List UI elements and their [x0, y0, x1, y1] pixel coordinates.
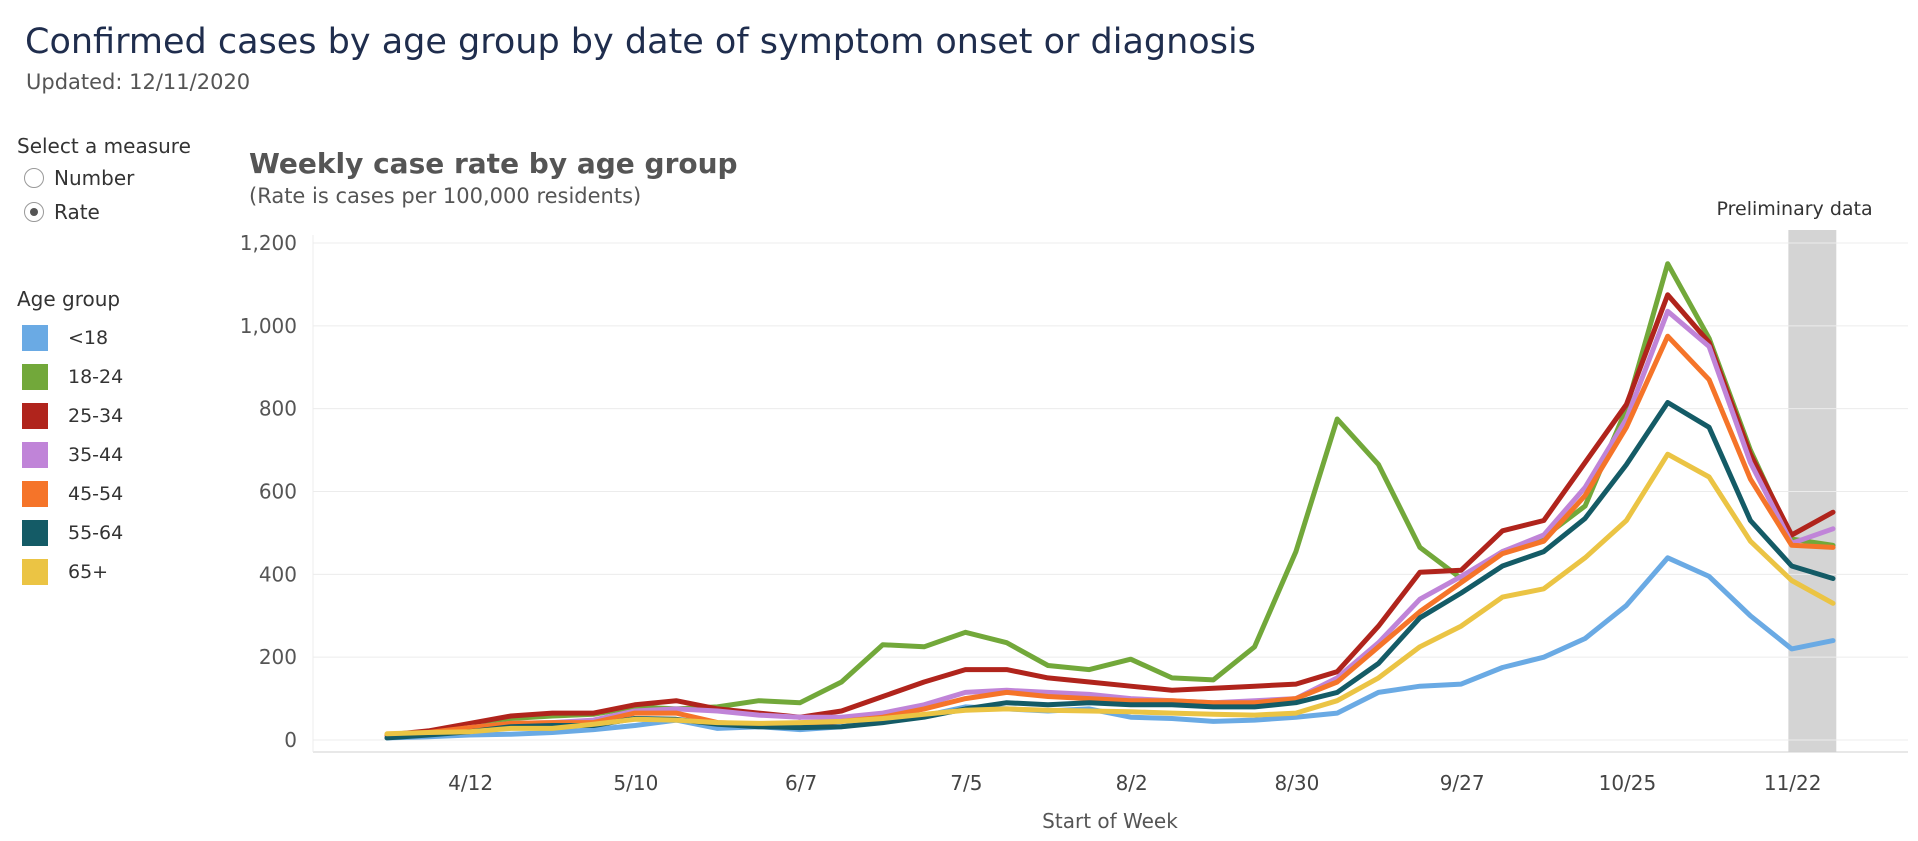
x-tick-label: 9/27 — [1440, 771, 1485, 795]
legend-swatch — [22, 480, 48, 507]
page-title: Confirmed cases by age group by date of … — [25, 22, 1256, 62]
x-axis-title: Start of Week — [1042, 809, 1178, 833]
y-tick-label: 200 — [259, 645, 297, 669]
updated-date: Updated: 12/11/2020 — [26, 70, 251, 94]
legend-swatch — [22, 441, 48, 468]
series-line-45-54 — [384, 333, 1836, 738]
measure-option-number-label: Number — [54, 166, 135, 190]
legend-item[interactable]: 65+ — [22, 552, 123, 591]
x-tick-label: 8/2 — [1116, 771, 1148, 795]
legend-item[interactable]: <18 — [22, 318, 123, 357]
legend-swatch — [22, 402, 48, 429]
preliminary-label: Preliminary data — [1717, 198, 1873, 220]
x-tick-label: 10/25 — [1599, 771, 1657, 795]
legend-swatch — [22, 324, 48, 351]
age-group-legend-title: Age group — [17, 287, 121, 311]
legend-label: 45-54 — [68, 482, 124, 505]
legend-label: 35-44 — [68, 443, 124, 466]
legend-label: 55-64 — [68, 521, 124, 544]
legend-item[interactable]: 35-44 — [22, 435, 123, 474]
measure-selector-label: Select a measure — [17, 134, 191, 158]
legend-swatch — [22, 519, 48, 546]
series-line-25-34 — [384, 292, 1836, 738]
x-tick-label: 6/7 — [785, 771, 817, 795]
y-tick-label: 400 — [259, 562, 297, 586]
legend-swatch — [22, 363, 48, 390]
chart-title: Weekly case rate by age group — [249, 147, 738, 180]
legend-item[interactable]: 25-34 — [22, 396, 123, 435]
x-tick-label: 4/12 — [448, 771, 493, 795]
measure-option-number[interactable]: Number — [24, 166, 134, 190]
x-tick-label: 8/30 — [1274, 771, 1319, 795]
legend-swatch — [22, 558, 48, 585]
y-tick-label: 600 — [259, 480, 297, 504]
series-line-55-64 — [384, 400, 1836, 741]
measure-option-rate[interactable]: Rate — [24, 200, 100, 224]
age-group-legend: <18 18-24 25-34 35-44 45-54 55-64 65+ — [22, 318, 123, 591]
series-line-18-24 — [384, 261, 1836, 739]
x-tick-label: 7/5 — [950, 771, 982, 795]
radio-number[interactable] — [24, 168, 44, 188]
legend-label: 25-34 — [68, 404, 124, 427]
y-tick-label: 800 — [259, 397, 297, 421]
series-line-35-44 — [384, 308, 1836, 740]
legend-label: <18 — [68, 326, 109, 349]
y-tick-label: 0 — [284, 728, 297, 752]
legend-item[interactable]: 45-54 — [22, 474, 123, 513]
radio-rate[interactable] — [24, 202, 44, 222]
legend-label: 18-24 — [68, 365, 124, 388]
x-tick-label: 5/10 — [613, 771, 658, 795]
series-line-65+ — [384, 451, 1836, 737]
y-tick-label: 1,200 — [240, 231, 297, 255]
legend-label: 65+ — [68, 560, 109, 583]
chart-subtitle: (Rate is cases per 100,000 residents) — [249, 184, 642, 208]
legend-item[interactable]: 18-24 — [22, 357, 123, 396]
x-tick-label: 11/22 — [1764, 771, 1822, 795]
measure-option-rate-label: Rate — [54, 200, 100, 224]
legend-item[interactable]: 55-64 — [22, 513, 123, 552]
y-tick-label: 1,000 — [240, 314, 297, 338]
